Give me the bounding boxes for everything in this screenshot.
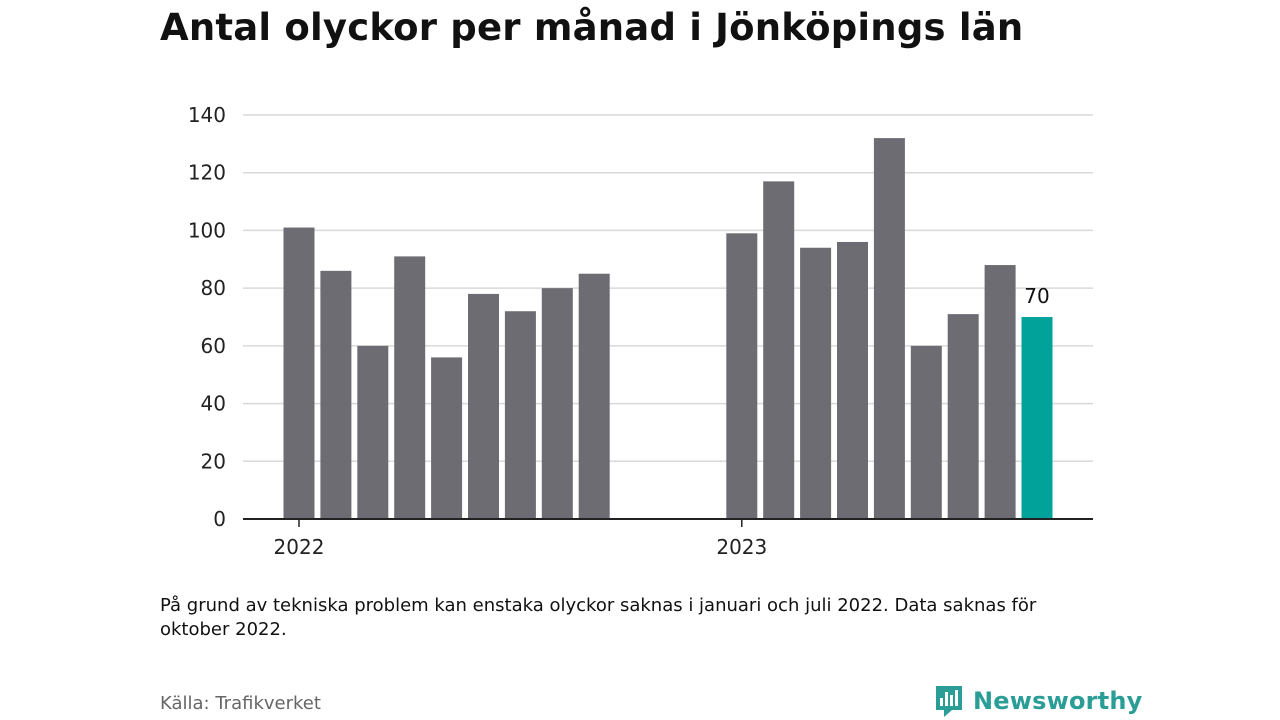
bars xyxy=(283,138,1053,520)
bar-2023-04 xyxy=(837,241,868,519)
y-tick-label: 80 xyxy=(201,276,226,300)
chart-title: Antal olyckor per månad i Jönköpings län xyxy=(160,6,1024,49)
footnote: På grund av tekniska problem kan enstaka… xyxy=(160,595,1037,640)
y-tick-label: 20 xyxy=(201,449,226,473)
bar-2022-09 xyxy=(578,273,610,519)
newsworthy-logo-icon xyxy=(936,686,962,717)
y-tick-label: 100 xyxy=(188,218,226,242)
data-labels: 70 xyxy=(1024,284,1049,308)
bar-2022-04 xyxy=(394,256,426,519)
y-tick-label: 120 xyxy=(188,161,226,185)
brand-logo[interactable]: Newsworthy xyxy=(934,684,1143,718)
bar-2023-03 xyxy=(800,247,832,519)
bar-2023-09 xyxy=(1021,317,1053,519)
y-tick-label: 40 xyxy=(201,392,226,416)
x-tick-label: 2023 xyxy=(716,535,767,559)
bar-2023-01 xyxy=(726,233,758,520)
bar-2023-05 xyxy=(873,138,905,520)
data-label: 70 xyxy=(1024,284,1049,308)
bar-2022-05 xyxy=(431,357,463,519)
bar-2023-08 xyxy=(984,265,1016,519)
bar-2022-03 xyxy=(357,345,389,519)
y-tick-label: 140 xyxy=(188,103,226,127)
bar-2022-06 xyxy=(468,293,499,519)
bar-2022-08 xyxy=(541,288,573,519)
y-tick-label: 0 xyxy=(213,507,226,531)
bar-chart: 0 20 40 60 80 100 120 140 2022 2023 70 xyxy=(188,103,1093,559)
x-tick-label: 2022 xyxy=(274,535,325,559)
bar-2022-07 xyxy=(504,311,536,519)
bar-2023-07 xyxy=(947,314,979,519)
bar-2023-06 xyxy=(910,345,942,519)
y-axis-ticks: 0 20 40 60 80 100 120 140 xyxy=(188,103,226,531)
source-text: Källa: Trafikverket xyxy=(160,693,321,714)
bar-2023-02 xyxy=(763,181,795,519)
x-axis-ticks: 2022 2023 xyxy=(274,519,767,559)
y-tick-label: 60 xyxy=(201,334,226,358)
bar-2022-01 xyxy=(283,227,315,520)
brand-name: Newsworthy xyxy=(973,687,1143,715)
bar-2022-02 xyxy=(320,270,352,519)
